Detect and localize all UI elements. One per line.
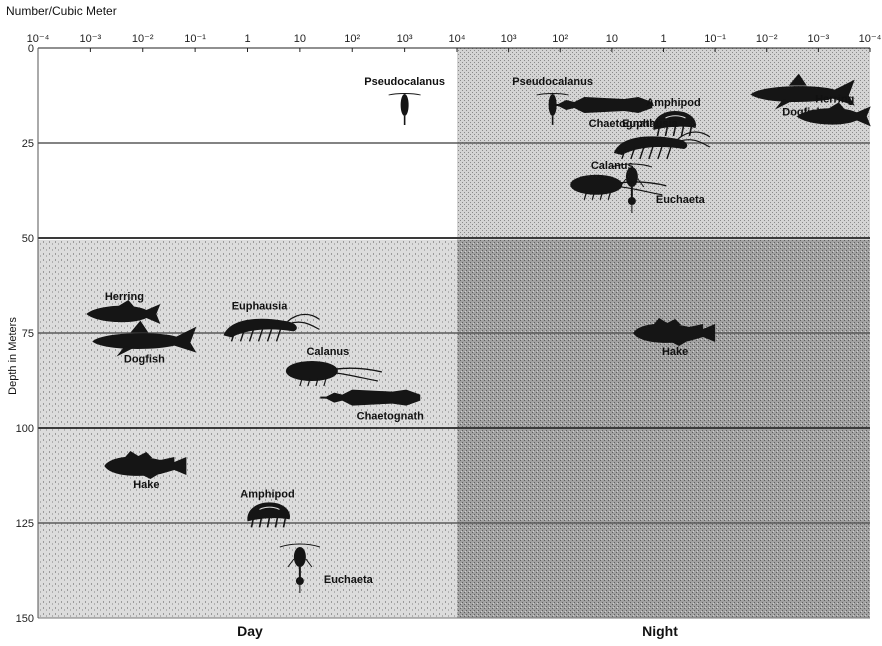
- day-calanus-silhouette: [285, 361, 383, 387]
- top-tick-label: 1: [660, 33, 666, 45]
- day-amphipod-label: Amphipod: [240, 488, 294, 500]
- day-euphausia-silhouette: [223, 313, 320, 342]
- depth-gridlines: [38, 142, 870, 619]
- day-dogfish-silhouette: [92, 320, 197, 357]
- day-hake-silhouette: [104, 451, 187, 479]
- day-amphipod-silhouette: [247, 502, 290, 528]
- top-tick-label: 10⁻²: [756, 33, 778, 45]
- day-chaetognath-silhouette: [320, 389, 421, 406]
- night-hake-silhouette: [633, 318, 716, 346]
- night-amphipod-label: Amphipod: [646, 97, 700, 109]
- day-euchaeta-silhouette: [279, 543, 321, 593]
- day-chaetognath-label: Chaetognath: [357, 411, 425, 423]
- night-calanus-silhouette: [570, 174, 667, 200]
- day-hake-label: Hake: [133, 479, 159, 491]
- top-axis-ticks: 10⁻⁴ 10⁻³ 10⁻² 10⁻¹ 1 10 10² 10³ 10⁴ 10³ 10² 10 1 10⁻…: [27, 33, 882, 52]
- depth-tick-label: 100: [16, 423, 34, 435]
- top-tick-label: 10⁻³: [80, 33, 102, 45]
- day-pseudocalanus-silhouette: [388, 93, 421, 125]
- day-calanus-label: Calanus: [306, 346, 349, 358]
- top-tick-label: 10⁻¹: [184, 33, 206, 45]
- night-dogfish-silhouette: [750, 73, 855, 110]
- top-tick-label: 1: [244, 33, 250, 45]
- depth-tick-label: 50: [22, 233, 34, 245]
- night-calanus-label: Calanus: [591, 160, 634, 172]
- night-hake-label: Hake: [662, 346, 688, 358]
- day-herring-label: Herring: [105, 291, 144, 303]
- top-tick-label: 10²: [344, 33, 360, 45]
- depth-tick-label: 0: [28, 43, 34, 55]
- depth-axis-ticks: 0 25 50 75 100 125 150: [16, 43, 34, 625]
- depth-tick-label: 75: [22, 328, 34, 340]
- day-euphausia-label: Euphausia: [232, 300, 289, 312]
- day-euchaeta-label: Euchaeta: [324, 574, 374, 586]
- top-tick-label: 10⁻⁴: [859, 33, 882, 45]
- top-tick-label: 10³: [397, 33, 413, 45]
- top-tick-label: 10⁴: [449, 33, 466, 45]
- day-dogfish-label: Dogfish: [124, 354, 165, 366]
- day-herring-silhouette: [86, 300, 161, 324]
- day-surface-zone: [38, 48, 457, 240]
- night-euchaeta-label: Euchaeta: [656, 194, 706, 206]
- depth-tick-label: 125: [16, 518, 34, 530]
- night-herring-label: Herring: [815, 93, 854, 105]
- unit-label: Number/Cubic Meter: [6, 4, 117, 18]
- top-tick-label: 10⁻²: [132, 33, 154, 45]
- night-euphausia-silhouette: [613, 131, 711, 160]
- night-amphipod-silhouette: [653, 110, 696, 137]
- night-herring-silhouette: [796, 102, 871, 127]
- top-tick-label: 10⁻¹: [704, 33, 726, 45]
- organism-layer: Pseudocalanus Herring Dogfish Euphausia Cala…: [86, 73, 871, 593]
- depth-tick-label: 25: [22, 138, 34, 150]
- top-tick-label: 10: [606, 33, 618, 45]
- night-chaetognath-label: Chaetognath: [589, 118, 657, 130]
- depth-tick-label: 150: [16, 613, 34, 625]
- night-pseudocalanus-label: Pseudocalanus: [512, 76, 593, 88]
- top-tick-label: 10: [294, 33, 306, 45]
- night-euphausia-label: Euphausia: [622, 118, 679, 130]
- top-tick-label: 10³: [501, 33, 517, 45]
- top-tick-label: 10⁻⁴: [27, 33, 50, 45]
- top-tick-label: 10²: [552, 33, 568, 45]
- panel-label-night: Night: [642, 623, 678, 639]
- night-chaetognath-silhouette: [552, 97, 653, 113]
- day-pseudocalanus-label: Pseudocalanus: [364, 76, 445, 88]
- top-tick-label: 10⁻³: [808, 33, 830, 45]
- panel-label-day: Day: [237, 623, 263, 639]
